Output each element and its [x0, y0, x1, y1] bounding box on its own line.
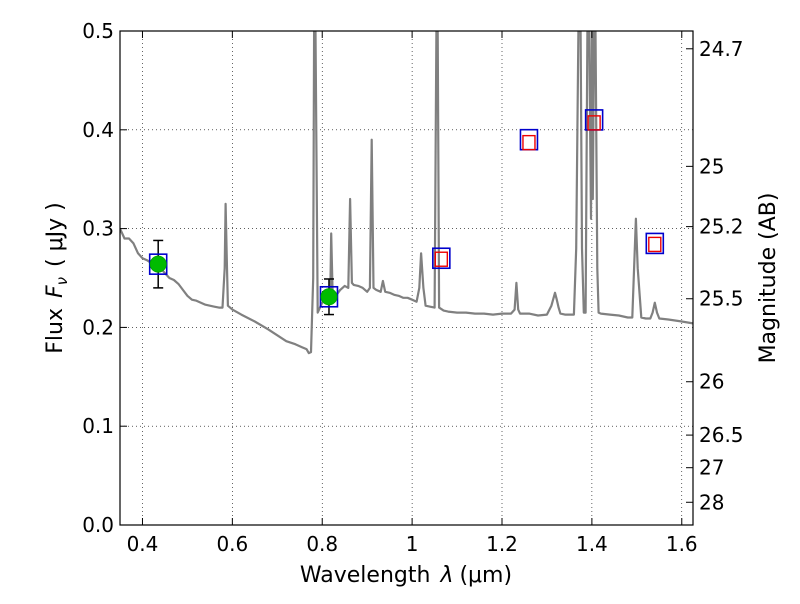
x-axis-label: Wavelength λ (μm): [300, 563, 512, 588]
right-tick-label: 24.7: [699, 37, 744, 61]
model-spectrum-line: [120, 31, 693, 355]
upper-limit-square: [648, 236, 662, 253]
upper-limit-square: [434, 251, 449, 267]
model-flux-square: [645, 232, 665, 255]
model-flux-square: [432, 247, 451, 270]
plot-frame: [119, 30, 694, 526]
y-tick-label: 0.2: [82, 315, 114, 339]
right-tick-label: 28: [699, 490, 724, 514]
grid-layer: [120, 30, 693, 526]
x-tick-label: 1.2: [486, 532, 518, 556]
y-tick-label: 0.3: [82, 217, 114, 241]
series-layer: [120, 31, 693, 355]
y-axis-label: FluxFν( μJy ): [43, 202, 71, 353]
x-tick-label: 0.8: [306, 532, 338, 556]
x-tick-label: 1.6: [666, 532, 698, 556]
y-tick-label: 0.4: [82, 118, 114, 142]
right-tick-label: 26: [699, 370, 724, 394]
x-tick-label: 1.4: [576, 532, 608, 556]
x-tick-label: 1: [406, 532, 419, 556]
upper-limit-square: [587, 115, 601, 131]
detection-point: [149, 255, 167, 273]
y-tick-label: 0.0: [82, 513, 114, 537]
x-tick-label: 0.6: [216, 532, 248, 556]
right-tick-label: 25.2: [699, 215, 744, 239]
x-tick-label: 0.4: [127, 532, 159, 556]
right-tick-label: 25.5: [699, 287, 744, 311]
right-tick-label: 25: [699, 154, 724, 178]
y-tick-label: 0.5: [82, 19, 114, 43]
ticks-layer: 0.4 0.6 0.8 1 1.2 1.4 1.6 0.0 0.1 0.2 0.3 0.4 0.5 24.…: [82, 19, 743, 556]
upper-limit-square: [522, 134, 536, 151]
right-tick-label: 26.5: [699, 423, 744, 447]
detection-point: [320, 288, 338, 306]
y-tick-label: 0.1: [82, 414, 114, 438]
right-axis-label: Magnitude (AB): [756, 193, 781, 364]
right-tick-label: 27: [699, 456, 724, 480]
